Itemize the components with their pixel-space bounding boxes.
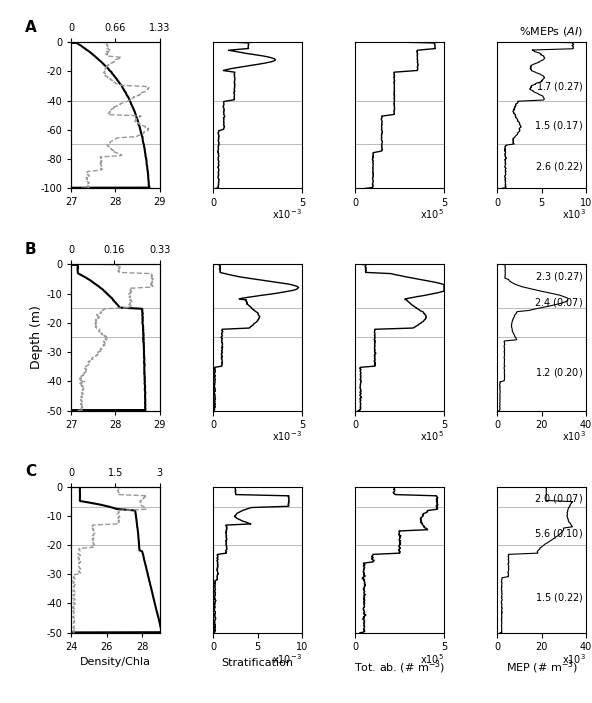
Text: x10$^{5}$: x10$^{5}$ xyxy=(420,652,444,666)
Text: 1.7 ($\mathit{0.27}$): 1.7 ($\mathit{0.27}$) xyxy=(536,79,584,93)
Text: x10$^{5}$: x10$^{5}$ xyxy=(420,430,444,444)
Text: x10$^{3}$: x10$^{3}$ xyxy=(562,430,586,444)
Y-axis label: Depth (m): Depth (m) xyxy=(30,306,43,369)
Text: 1.5 ($\mathit{0.17}$): 1.5 ($\mathit{0.17}$) xyxy=(535,119,584,132)
Text: x10$^{-3}$: x10$^{-3}$ xyxy=(272,207,302,221)
Text: 2.6 ($\mathit{0.22}$): 2.6 ($\mathit{0.22}$) xyxy=(535,160,584,173)
Text: 1.5 ($\mathit{0.22}$): 1.5 ($\mathit{0.22}$) xyxy=(535,591,584,604)
Text: x10$^{5}$: x10$^{5}$ xyxy=(420,207,444,221)
Text: 2.0 ($\mathit{0.07}$): 2.0 ($\mathit{0.07}$) xyxy=(535,491,584,505)
Text: C: C xyxy=(25,464,36,479)
Text: x10$^{3}$: x10$^{3}$ xyxy=(562,207,586,221)
X-axis label: Tot. ab. (# m$^{-3}$): Tot. ab. (# m$^{-3}$) xyxy=(354,658,445,676)
X-axis label: MEP (# m$^{-3}$): MEP (# m$^{-3}$) xyxy=(506,658,578,676)
Text: 1.2 ($\mathit{0.20}$): 1.2 ($\mathit{0.20}$) xyxy=(535,366,584,379)
Text: x10$^{-3}$: x10$^{-3}$ xyxy=(272,652,302,666)
Text: x10$^{3}$: x10$^{3}$ xyxy=(562,652,586,666)
X-axis label: Density/Chla: Density/Chla xyxy=(80,657,151,667)
Text: %MEPs ($\mathit{AI}$): %MEPs ($\mathit{AI}$) xyxy=(519,25,583,37)
Text: B: B xyxy=(25,242,37,257)
X-axis label: Stratification: Stratification xyxy=(221,658,294,668)
Text: x10$^{-3}$: x10$^{-3}$ xyxy=(272,430,302,444)
Text: 2.4 ($\mathit{0.07}$): 2.4 ($\mathit{0.07}$) xyxy=(535,296,584,309)
Text: 5.6 ($\mathit{0.10}$): 5.6 ($\mathit{0.10}$) xyxy=(535,527,584,540)
Text: 2.3 ($\mathit{0.27}$): 2.3 ($\mathit{0.27}$) xyxy=(535,269,584,283)
Text: A: A xyxy=(25,20,37,35)
